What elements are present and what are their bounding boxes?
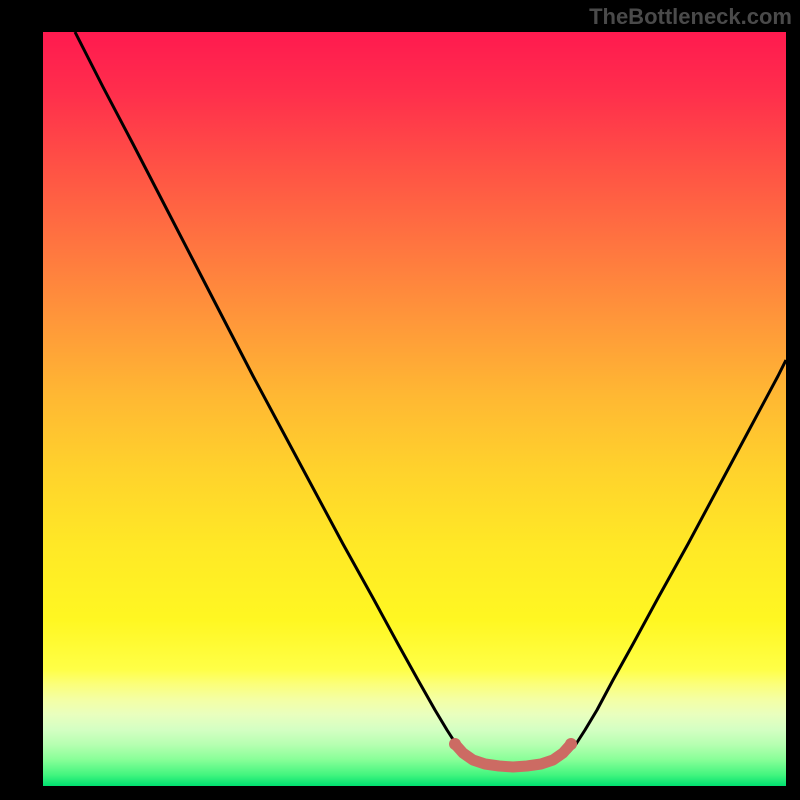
chart-frame: TheBottleneck.com <box>0 0 800 800</box>
highlight-endpoint-dot <box>565 738 577 750</box>
watermark-text: TheBottleneck.com <box>589 4 792 30</box>
highlight-endpoint-dot <box>449 738 461 750</box>
plot-area <box>43 32 786 786</box>
chart-svg <box>43 32 786 786</box>
